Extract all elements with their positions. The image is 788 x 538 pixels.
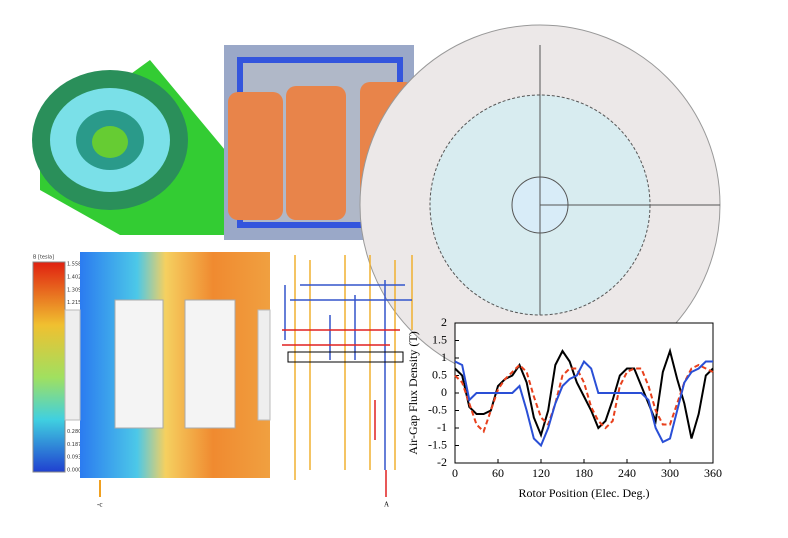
transformer-illustration [224,45,415,240]
x-tick-label: 360 [704,466,722,480]
colorbar-label: 1.3090 [67,287,85,293]
colorbar-label: 1.4025 [67,274,85,280]
series-line [454,347,714,439]
y-tick-label: 1 [441,350,447,364]
colorbar-title: B [tesla] [33,255,54,261]
x-tick-label: 240 [618,466,636,480]
x-tick-label: 300 [661,466,679,480]
x-tick-label: 60 [492,466,504,480]
y-axis-label: Air-Gap Flux Density (T) [406,331,420,454]
y-tick-label: 0.5 [432,367,447,381]
y-tick-label: -1 [437,420,447,434]
y-tick-label: -2 [437,455,447,469]
colorbar-label: 0.1870 [67,442,85,448]
colorbar-label: 1.5583 [67,262,85,268]
flux-chart: Rotor Position (Elec. Deg.) Air-Gap Flux… [406,315,722,500]
y-tick-label: 1.5 [432,332,447,346]
x-tick-label: 180 [575,466,593,480]
y-tick-label: 0 [441,385,447,399]
y-tick-label: -1.5 [428,437,447,451]
series-line [454,359,713,448]
motor-illustration [32,60,225,235]
x-tick-label: 0 [452,466,458,480]
colorbar-label: 0.2805 [67,429,85,435]
field-map: -c [64,252,271,509]
colorbar-gradient [32,261,66,473]
x-tick-label: 120 [532,466,550,480]
x-axis-label: Rotor Position (Elec. Deg.) [519,486,650,500]
winding-label: A [384,501,389,509]
colorbar-label: 1.2155 [67,300,85,306]
y-tick-label: 2 [441,315,447,329]
y-tick-label: -0.5 [428,402,447,416]
winding-label: -c [97,501,102,509]
colorbar-label: 0.0935 [67,455,85,461]
machine-cross-section [359,24,721,386]
colorbar-label: 0.0000 [67,468,85,474]
winding-diagram: A [282,255,413,509]
series-line [454,363,714,434]
